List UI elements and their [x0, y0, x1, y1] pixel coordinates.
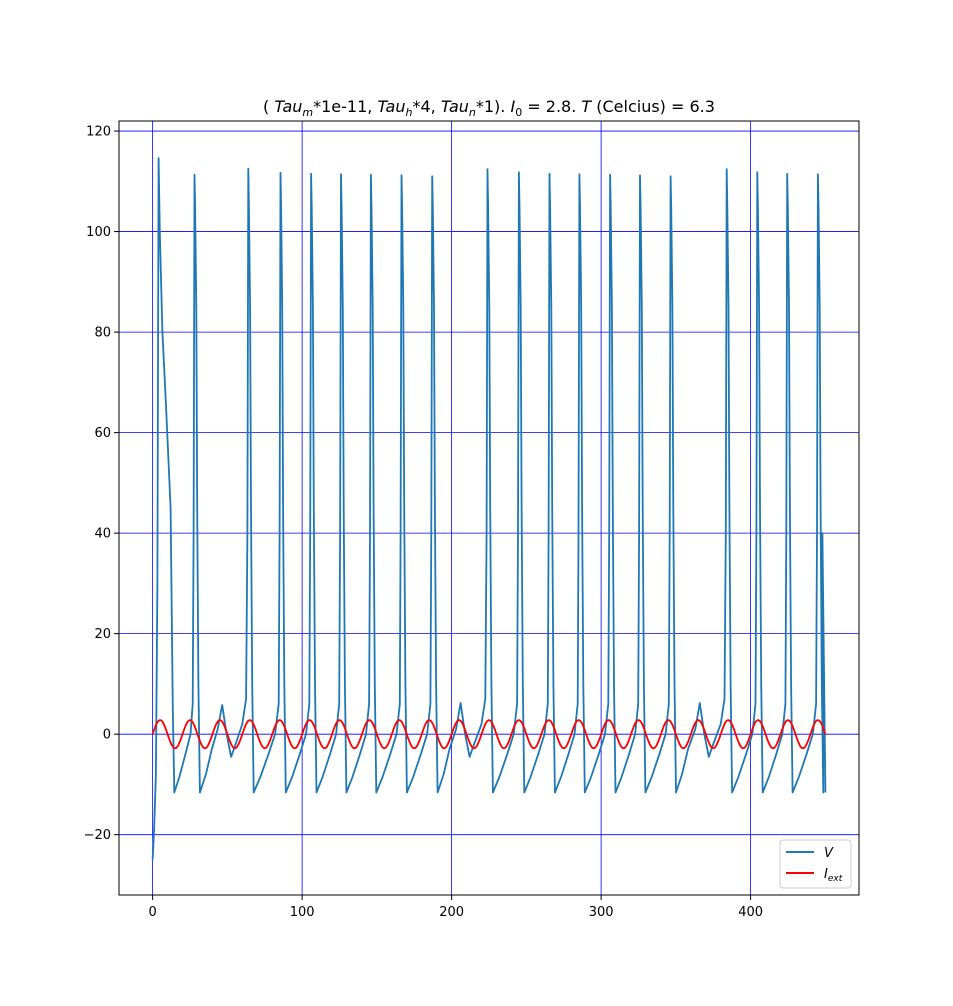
title-i0-val: = 2.8.	[522, 97, 581, 116]
series-iext-line	[151, 719, 827, 750]
y-tick-label: −20	[84, 828, 111, 843]
title-open: (	[263, 97, 274, 116]
y-tick-label: 0	[103, 728, 111, 743]
series-v-line	[151, 157, 827, 860]
legend: V Iext	[779, 839, 852, 889]
title-tau-n-mult: *1).	[476, 97, 511, 116]
title-temp-sym: T	[581, 97, 592, 116]
title-i0-sub: 0	[515, 106, 522, 119]
y-tick-label: 40	[94, 527, 111, 542]
title-tau-m-mult: *1e-11,	[313, 97, 377, 116]
legend-label-v: V	[824, 846, 834, 861]
title-tau-h-sub: h	[406, 106, 413, 119]
x-tick-label: 300	[589, 905, 614, 920]
y-tick-label: 120	[86, 125, 111, 140]
legend-label-iext: Iext	[824, 867, 843, 884]
title-tau-n-sub: n	[469, 106, 476, 119]
y-tick-label: 60	[94, 426, 111, 441]
title-tau-m-sub: m	[302, 106, 313, 119]
x-tick-label: 0	[148, 905, 156, 920]
title-tau-h-mult: *4,	[412, 97, 440, 116]
legend-iext-sub: ext	[828, 874, 843, 884]
title-tau-n: Tau	[441, 97, 469, 116]
y-tick-label: 20	[94, 627, 111, 642]
axis-ticks: 0 100 200 300 400 −20 0 20 40 60 80 100 120	[84, 125, 763, 920]
x-tick-label: 100	[290, 905, 315, 920]
title-i0: I	[510, 97, 515, 116]
title-tau-m: Tau	[274, 97, 302, 116]
legend-iext-main: I	[824, 867, 828, 882]
y-tick-label: 100	[86, 225, 111, 240]
y-tick-label: 80	[94, 326, 111, 341]
title-tau-h: Tau	[377, 97, 405, 116]
x-tick-label: 200	[439, 905, 464, 920]
plot-lines	[151, 157, 827, 860]
x-tick-label: 400	[738, 905, 763, 920]
plot-frame	[118, 120, 860, 896]
title-temp-rest: (Celcius) = 6.3	[591, 97, 715, 116]
chart-title: ( Taum*1e-11, Tauh*4, Taun*1). I0 = 2.8.…	[263, 97, 715, 119]
